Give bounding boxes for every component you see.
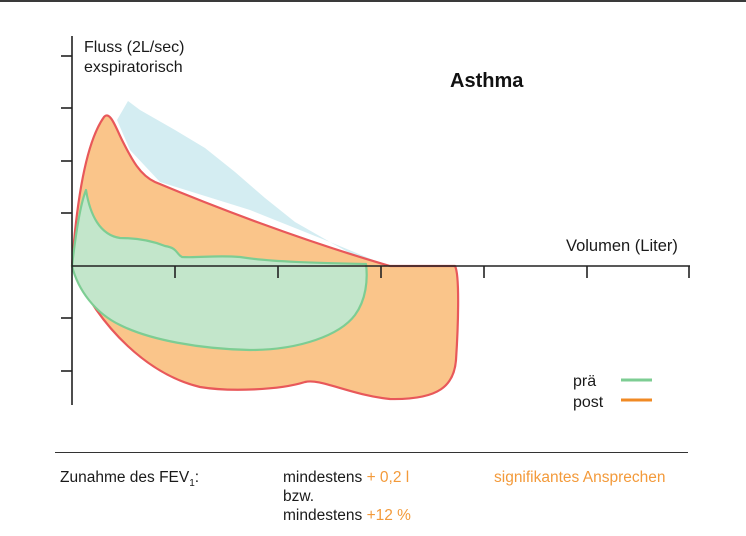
criteria-line-1: mindestens + 0,2 l: [283, 468, 411, 487]
predicted-curve-area: [117, 101, 383, 264]
footer-label-main: Zunahme des FEV: [60, 469, 190, 486]
y-axis-label-line1: Fluss (2L/sec): [84, 39, 184, 56]
chart-title: Asthma: [450, 70, 524, 92]
legend-post-label: post: [573, 394, 604, 411]
criteria-line-1-prefix: mindestens: [283, 469, 363, 486]
y-axis-label-line2: exspiratorisch: [84, 59, 183, 76]
footer-criteria: mindestens + 0,2 l bzw. mindestens +12 %: [283, 468, 411, 525]
top-rule: [0, 0, 746, 2]
legend: prä post: [573, 373, 652, 411]
footer-label-colon: :: [194, 469, 200, 486]
footer-conclusion: signifikantes Ansprechen: [494, 469, 666, 486]
pre-curve-area: [70, 188, 368, 352]
legend-pre-label: prä: [573, 373, 596, 390]
criteria-line-3-value: +12 %: [366, 507, 411, 524]
criteria-line-2: bzw.: [283, 488, 315, 505]
criteria-line-3: mindestens +12 %: [283, 506, 411, 525]
y-axis-ticks: [61, 55, 72, 372]
footer-divider: [55, 452, 688, 453]
flow-volume-diagram: Fluss (2L/sec) exspiratorisch Asthma Vol…: [61, 36, 690, 411]
x-axis-ticks: [174, 266, 690, 278]
x-axis-label: Volumen (Liter): [566, 237, 678, 255]
criteria-line-1-value: + 0,2 l: [366, 469, 410, 486]
footer-label: Zunahme des FEV1:: [60, 468, 199, 493]
footer-label-subscript: 1: [189, 478, 195, 490]
criteria-line-3-prefix: mindestens: [283, 507, 363, 524]
